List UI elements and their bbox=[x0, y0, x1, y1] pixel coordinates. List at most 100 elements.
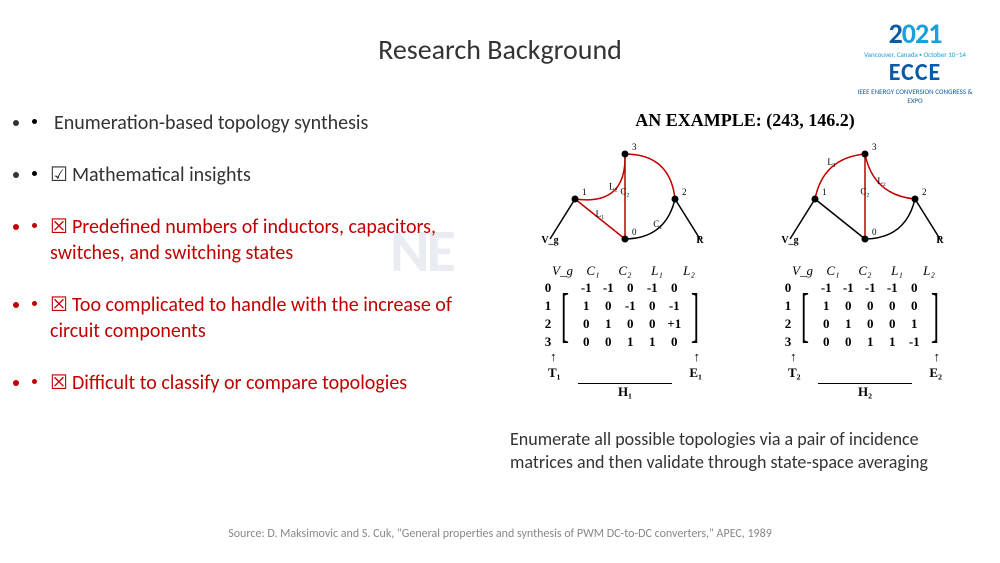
citation: Source: D. Maksimovic and S. Cuk, "Gener… bbox=[0, 527, 1000, 541]
circuit-graph-2: L₁ L₂ C₂ 0 1 2 3 V_g R bbox=[775, 139, 955, 254]
bullet-list: Enumeration-based topology synthesis ☑Ma… bbox=[32, 110, 472, 422]
bullet-item: ☒Difficult to classify or compare topolo… bbox=[32, 370, 472, 396]
matrix-block-2: V_g C₁ C₂ L₁ L₂ 0 1 2 3 [ bbox=[760, 263, 970, 400]
svg-text:C₂: C₂ bbox=[860, 187, 869, 197]
example-title: AN EXAMPLE: (243, 146.2) bbox=[510, 110, 980, 131]
logo-year: 2021 bbox=[850, 20, 980, 48]
up-arrow-icon: ↑ bbox=[790, 349, 797, 365]
svg-text:V_g: V_g bbox=[541, 235, 558, 246]
left-bracket-icon: [ bbox=[801, 281, 809, 349]
col-label: L₂ bbox=[920, 263, 938, 279]
svg-text:V_g: V_g bbox=[781, 235, 798, 246]
matrix-arrows: ↑↑ bbox=[520, 349, 730, 365]
te-labels: T₁ E₁ bbox=[520, 365, 730, 381]
te-labels: T₂ E₂ bbox=[760, 365, 970, 381]
check-mark-icon: ☑ bbox=[50, 164, 68, 186]
matrix-cells: -1-1-1-1010000010010011-1 bbox=[815, 279, 925, 351]
bullet-dot-icon bbox=[32, 223, 37, 228]
t-label: T₂ bbox=[788, 365, 801, 381]
matrix-arrows: ↑↑ bbox=[760, 349, 970, 365]
col-label: C₂ bbox=[856, 263, 874, 279]
bullet-dot-icon bbox=[32, 301, 37, 306]
bullet-text: Difficult to classify or compare topolog… bbox=[72, 371, 407, 395]
circuit-graph-1: L₂C₂ L₁ C₁ 0 1 2 3 V_g R bbox=[535, 139, 715, 254]
svg-text:2: 2 bbox=[922, 187, 927, 197]
svg-text:L₂: L₂ bbox=[609, 181, 618, 191]
slide: NE Research Background 2021 Vancouver, C… bbox=[0, 0, 1000, 563]
cross-mark-icon: ☒ bbox=[50, 294, 68, 316]
matrix-block-1: V_g C₁ C₂ L₁ L₂ 0 1 2 3 [ bbox=[520, 263, 730, 400]
row-labels: 0 1 2 3 bbox=[785, 279, 792, 351]
svg-text:C₁: C₁ bbox=[653, 219, 662, 229]
svg-text:L₁: L₁ bbox=[827, 157, 836, 167]
up-arrow-icon: ↑ bbox=[694, 349, 701, 365]
svg-text:0: 0 bbox=[632, 227, 637, 237]
svg-text:3: 3 bbox=[632, 142, 637, 152]
e-label: E₁ bbox=[689, 365, 702, 381]
col-label: L₁ bbox=[648, 263, 666, 279]
bullet-dot-icon bbox=[32, 171, 37, 176]
bullet-text: Too complicated to handle with the incre… bbox=[50, 293, 452, 343]
h-label: H₁ bbox=[578, 383, 672, 400]
bullet-item: ☒Predefined numbers of inductors, capaci… bbox=[32, 214, 472, 266]
bullet-text: Enumeration-based topology synthesis bbox=[54, 111, 368, 135]
row-label: 1 bbox=[785, 297, 792, 315]
col-label: V_g bbox=[792, 263, 810, 279]
row-label: 1 bbox=[545, 297, 552, 315]
col-label: C₂ bbox=[616, 263, 634, 279]
up-arrow-icon: ↑ bbox=[934, 349, 941, 365]
matrix-body: 0 1 2 3 [ -1-1-1-1010000010010011-1 ] bbox=[760, 279, 970, 351]
h-label: H₂ bbox=[818, 383, 912, 400]
col-label: L₁ bbox=[888, 263, 906, 279]
row-labels: 0 1 2 3 bbox=[545, 279, 552, 351]
right-bracket-icon: ] bbox=[691, 281, 699, 349]
bullet-item: ☑Mathematical insights bbox=[32, 162, 472, 188]
svg-text:L₁: L₁ bbox=[596, 209, 605, 219]
bullet-item: ☒Too complicated to handle with the incr… bbox=[32, 292, 472, 344]
bullet-item: Enumeration-based topology synthesis bbox=[32, 110, 472, 136]
row-label: 2 bbox=[785, 315, 792, 333]
svg-text:R: R bbox=[936, 235, 944, 246]
svg-text:R: R bbox=[696, 235, 704, 246]
svg-text:2: 2 bbox=[682, 187, 687, 197]
row-label: 0 bbox=[785, 279, 792, 297]
logo-caption: IEEE ENERGY CONVERSION CONGRESS & EXPO bbox=[850, 87, 980, 105]
bullet-text: Predefined numbers of inductors, capacit… bbox=[50, 215, 436, 265]
matrix-cells: -1-10-1010-10-10100+100110 bbox=[575, 279, 685, 351]
cross-mark-icon: ☒ bbox=[50, 372, 68, 394]
svg-text:3: 3 bbox=[872, 142, 877, 152]
col-label: C₁ bbox=[584, 263, 602, 279]
conference-logo: 2021 Vancouver, Canada ▪ October 10–14 E… bbox=[850, 20, 980, 105]
matrix-body: 0 1 2 3 [ -1-10-1010-10-10100+100110 ] bbox=[520, 279, 730, 351]
t-label: T₁ bbox=[548, 365, 561, 381]
bullet-dot-icon bbox=[32, 119, 37, 124]
logo-year-a: 2 bbox=[889, 16, 902, 51]
graph-column-2: L₁L₂C₂0123V_gR V_g C₁ C₂ L₁ L₂ 0 1 2 bbox=[760, 139, 970, 400]
svg-text:L₂: L₂ bbox=[877, 176, 886, 186]
logo-power-icon: 0 bbox=[902, 16, 915, 51]
svg-text:C₂: C₂ bbox=[620, 187, 629, 197]
up-arrow-icon: ↑ bbox=[550, 349, 557, 365]
col-label: V_g bbox=[552, 263, 570, 279]
example-graphs-row: L₂C₂L₁C₁0123V_gR V_g C₁ C₂ L₁ L₂ 0 1 2 bbox=[510, 139, 980, 400]
bullet-dot-icon bbox=[32, 379, 37, 384]
matrix-header: V_g C₁ C₂ L₁ L₂ bbox=[760, 263, 970, 279]
bullet-text: Mathematical insights bbox=[72, 163, 251, 187]
right-bracket-icon: ] bbox=[931, 281, 939, 349]
cross-mark-icon: ☒ bbox=[50, 216, 68, 238]
example-caption: Enumerate all possible topologies via a … bbox=[510, 428, 980, 475]
logo-year-b: 21 bbox=[915, 16, 941, 51]
svg-text:1: 1 bbox=[822, 187, 827, 197]
row-label: 0 bbox=[545, 279, 552, 297]
e-label: E₂ bbox=[929, 365, 942, 381]
logo-ecce: ECCE bbox=[850, 61, 980, 85]
graph-column-1: L₂C₂L₁C₁0123V_gR V_g C₁ C₂ L₁ L₂ 0 1 2 bbox=[520, 139, 730, 400]
left-bracket-icon: [ bbox=[561, 281, 569, 349]
col-label: C₁ bbox=[824, 263, 842, 279]
row-label: 2 bbox=[545, 315, 552, 333]
svg-text:0: 0 bbox=[872, 227, 877, 237]
svg-text:1: 1 bbox=[582, 187, 587, 197]
matrix-header: V_g C₁ C₂ L₁ L₂ bbox=[520, 263, 730, 279]
example-figure: AN EXAMPLE: (243, 146.2) L₂C₂L₁C₁0123V_g… bbox=[510, 110, 980, 475]
col-label: L₂ bbox=[680, 263, 698, 279]
